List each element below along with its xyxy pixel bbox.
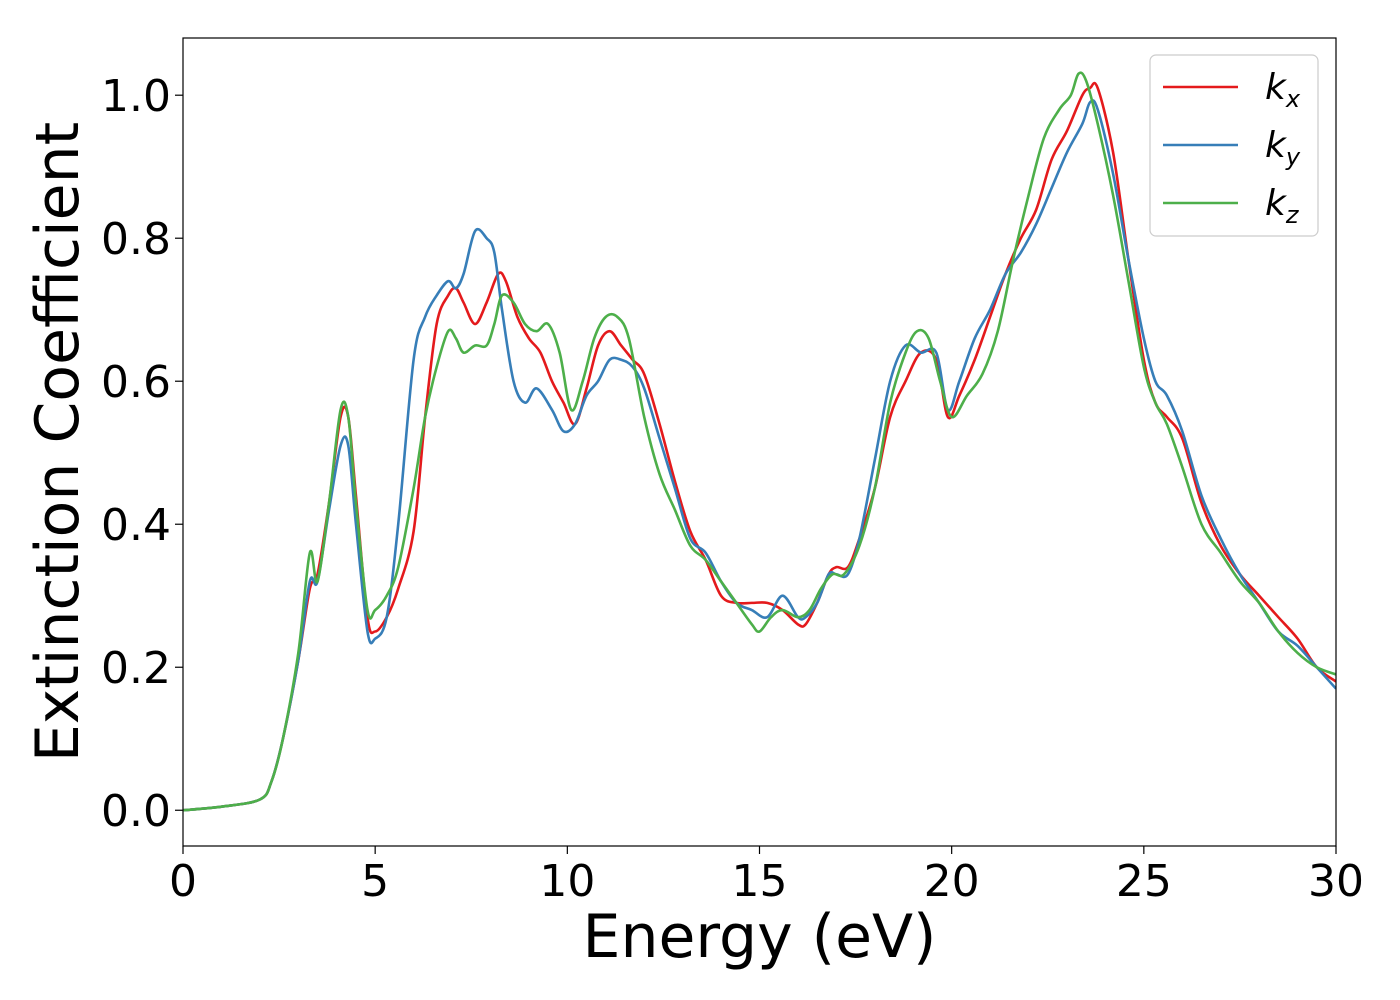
y-tick-label: 0.8 [101,214,171,265]
y-tick-label: 0.4 [101,500,171,551]
x-tick-label: 15 [732,856,788,907]
x-axis-title: Energy (eV) [583,902,937,972]
x-tick-label: 25 [1116,856,1172,907]
series-line-kx [183,81,1336,812]
x-tick-label: 30 [1308,856,1364,907]
x-tick-label: 5 [361,856,389,907]
y-tick-label: 0.6 [101,357,171,408]
y-axis-title: Extinction Coefficient [23,122,93,762]
y-tick-label: 0.0 [101,786,171,837]
y-tick-label: 1.0 [101,71,171,122]
series-line-kz [183,71,1336,812]
legend-label-ky: ky [1265,125,1301,171]
x-tick-label: 10 [539,856,595,907]
x-tick-label: 20 [924,856,980,907]
x-axis: 0 5 10 15 20 25 30 [169,846,1364,907]
legend-label-kx: kx [1265,67,1301,113]
series-layer [183,71,1336,812]
y-tick-label: 0.2 [101,643,171,694]
legend-label-kz: kz [1265,183,1300,229]
legend: kx ky kz [1149,54,1319,237]
y-axis: 0.0 0.2 0.4 0.6 0.8 1.0 [101,71,183,837]
x-tick-label: 0 [169,856,197,907]
series-line-ky [183,99,1336,812]
